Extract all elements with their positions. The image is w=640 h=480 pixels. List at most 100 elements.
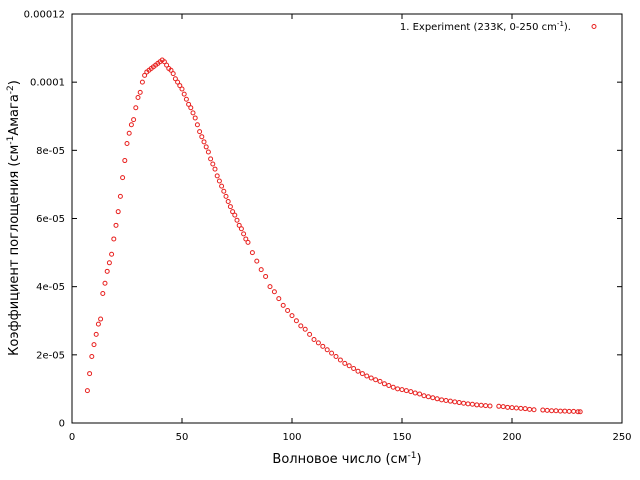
- data-point: [447, 398, 453, 404]
- data-point: [120, 175, 126, 181]
- data-point: [186, 101, 192, 107]
- data-point: [399, 387, 405, 393]
- data-point: [245, 239, 251, 245]
- data-point: [355, 368, 361, 374]
- data-point: [205, 149, 211, 155]
- data-point: [298, 323, 304, 329]
- data-point: [342, 360, 348, 366]
- y-tick-label: 6e-05: [36, 214, 65, 225]
- legend-label-text: 1. Experiment (233K, 0-250 cm: [400, 22, 557, 33]
- data-point: [263, 273, 269, 279]
- data-point: [133, 105, 139, 111]
- x-axis-title-end: ): [416, 452, 421, 467]
- data-point: [113, 222, 119, 228]
- data-point: [562, 408, 568, 414]
- data-point: [307, 331, 313, 337]
- legend-label-sup: -1: [557, 20, 564, 28]
- data-point: [518, 405, 524, 411]
- y-tick-label: 4e-05: [36, 282, 65, 293]
- data-point: [329, 350, 335, 356]
- x-axis-title-sup: -1: [408, 451, 417, 461]
- data-point: [289, 313, 295, 319]
- data-point: [241, 231, 247, 237]
- data-point: [320, 343, 326, 349]
- data-point: [188, 105, 194, 111]
- data-point: [267, 284, 273, 290]
- legend-marker: [591, 24, 597, 29]
- data-point: [106, 260, 112, 266]
- y-tick-label: 2e-05: [36, 350, 65, 361]
- data-point: [210, 161, 216, 167]
- data-point: [500, 404, 506, 410]
- y-tick-label: 0.0001: [30, 78, 65, 89]
- data-point: [254, 258, 260, 264]
- data-point: [84, 388, 90, 394]
- data-point: [421, 393, 427, 399]
- data-point: [230, 209, 236, 215]
- data-point: [175, 79, 181, 85]
- data-point: [469, 401, 475, 407]
- data-point: [276, 296, 282, 302]
- data-point: [412, 390, 418, 396]
- data-point: [333, 354, 339, 360]
- data-point: [285, 308, 291, 314]
- data-point: [201, 139, 207, 145]
- data-point: [234, 217, 240, 223]
- x-axis-ticks: 0 50 100 150 200 250: [69, 14, 632, 443]
- data-point: [249, 250, 255, 256]
- data-point: [102, 280, 108, 286]
- legend-label: 1. Experiment (233K, 0-250 cm-1).: [400, 20, 571, 33]
- data-point: [544, 407, 550, 413]
- data-point: [170, 71, 176, 77]
- x-axis-title-text: Волновое число (см: [272, 452, 407, 467]
- data-point: [509, 405, 515, 411]
- data-point: [465, 401, 471, 407]
- data-point: [122, 158, 128, 164]
- data-point: [142, 72, 148, 78]
- data-point: [359, 371, 365, 377]
- data-point: [219, 183, 225, 189]
- data-point: [236, 222, 242, 228]
- data-point: [214, 173, 220, 179]
- data-point: [208, 156, 214, 162]
- data-point: [243, 236, 249, 242]
- x-tick-label: 100: [282, 432, 301, 443]
- data-point: [373, 377, 379, 383]
- y-axis-title: Коэффициент поглощения (см-1Амага-2): [6, 80, 22, 356]
- data-point: [124, 141, 130, 147]
- data-point: [531, 407, 537, 413]
- data-point: [199, 134, 205, 140]
- y-axis-title-text: Коэффициент поглощения (см: [7, 145, 22, 356]
- data-point: [117, 193, 123, 199]
- plot-frame: [71, 13, 623, 424]
- data-point: [452, 399, 458, 405]
- y-axis-title-mid: Амага: [7, 94, 22, 135]
- data-point: [390, 384, 396, 390]
- data-point: [168, 67, 174, 73]
- data-point: [483, 403, 489, 409]
- data-point: [324, 347, 330, 353]
- legend: 1. Experiment (233K, 0-250 cm-1).: [400, 20, 597, 33]
- data-point: [557, 408, 563, 414]
- data-point: [232, 212, 238, 218]
- data-point: [364, 373, 370, 379]
- data-point: [386, 383, 392, 389]
- data-point: [135, 95, 141, 101]
- data-point: [115, 209, 121, 215]
- x-tick-label: 250: [612, 432, 631, 443]
- data-point: [549, 408, 555, 414]
- data-point: [183, 96, 189, 102]
- y-axis-title-sup1: -1: [6, 136, 16, 145]
- y-tick-label: 0.00012: [24, 10, 65, 21]
- data-point: [577, 409, 583, 415]
- data-point: [311, 336, 317, 342]
- data-point: [443, 398, 449, 404]
- data-point: [395, 386, 401, 392]
- data-point: [271, 289, 277, 295]
- data-point: [478, 402, 484, 408]
- x-tick-label: 150: [392, 432, 411, 443]
- data-point: [212, 166, 218, 172]
- data-point: [513, 405, 519, 411]
- data-point: [89, 354, 95, 360]
